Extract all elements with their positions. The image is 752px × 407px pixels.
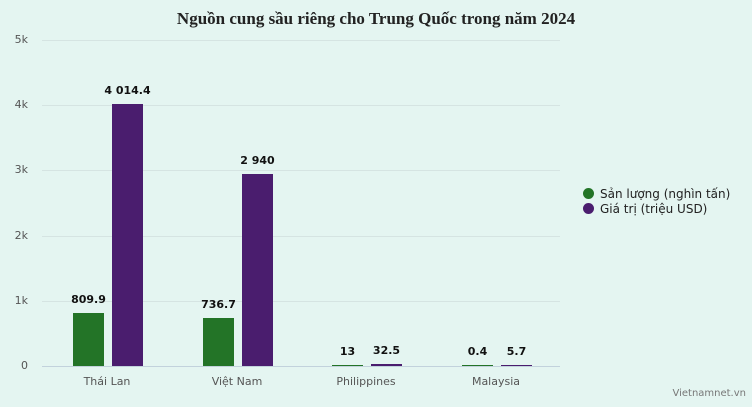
y-tick-label: 0 xyxy=(21,359,28,372)
gridline xyxy=(42,105,560,107)
legend: Sản lượng (nghìn tấn) Giá trị (triệu USD… xyxy=(583,186,730,216)
bar[interactable] xyxy=(242,174,273,366)
legend-label: Giá trị (triệu USD) xyxy=(600,201,708,216)
x-axis-line xyxy=(42,366,560,367)
legend-item-production[interactable]: Sản lượng (nghìn tấn) xyxy=(583,186,730,201)
bar[interactable] xyxy=(203,317,234,366)
source-credit: Vietnamnet.vn xyxy=(672,388,746,399)
x-category-label: Thái Lan xyxy=(83,375,131,388)
data-label: 5.7 xyxy=(506,345,527,358)
bar[interactable] xyxy=(501,365,532,366)
bar[interactable] xyxy=(371,363,402,366)
bar[interactable] xyxy=(462,365,493,366)
x-category-label: Malaysia xyxy=(471,375,521,388)
x-category-label: Việt Nam xyxy=(211,375,263,388)
data-label: 13 xyxy=(339,345,356,358)
gridline xyxy=(42,40,560,41)
data-label: 736.7 xyxy=(201,297,236,311)
x-category-label: Philippines xyxy=(336,375,396,388)
bar[interactable] xyxy=(112,104,143,366)
gridline xyxy=(42,235,560,237)
y-tick-label: 4k xyxy=(14,98,28,112)
data-label: 2 940 xyxy=(240,154,275,168)
y-tick-label: 5k xyxy=(14,33,28,46)
legend-item-value[interactable]: Giá trị (triệu USD) xyxy=(583,201,730,216)
legend-marker-green xyxy=(583,188,594,199)
gridline xyxy=(42,300,560,302)
legend-marker-purple xyxy=(583,203,594,214)
y-tick-label: 1k xyxy=(14,293,28,307)
data-label: 809.9 xyxy=(71,293,106,307)
y-tick-label: 3k xyxy=(14,163,28,177)
chart-title: Nguồn cung sầu riêng cho Trung Quốc tron… xyxy=(176,9,576,28)
data-label: 32.5 xyxy=(372,343,401,357)
legend-label: Sản lượng (nghìn tấn) xyxy=(600,186,731,201)
y-tick-label: 2k xyxy=(14,228,28,242)
bar[interactable] xyxy=(332,365,363,366)
gridline xyxy=(42,170,560,172)
data-label: 4 014.4 xyxy=(104,84,151,98)
data-label: 0.4 xyxy=(467,345,488,358)
bar[interactable] xyxy=(73,313,104,366)
